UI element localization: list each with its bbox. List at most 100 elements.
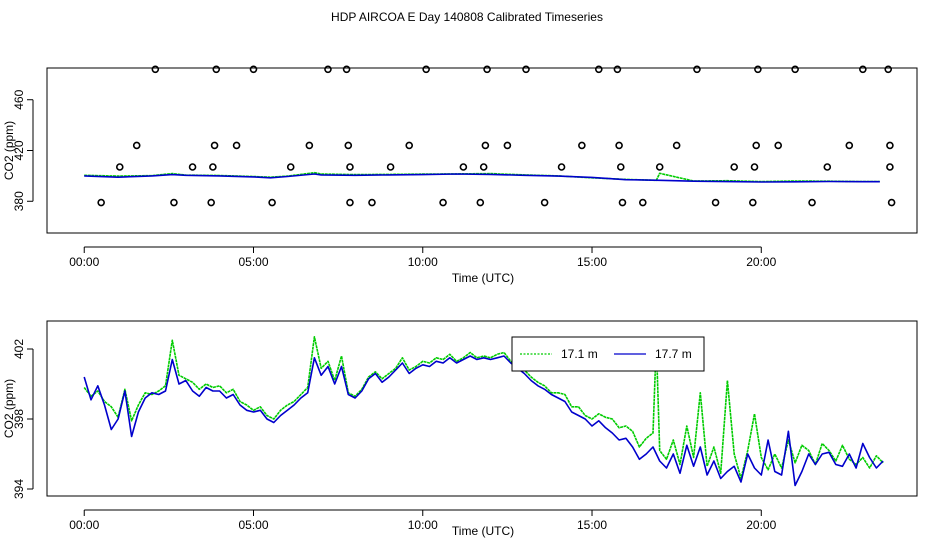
data-marker [774,141,783,150]
panel-top-series [84,171,880,183]
data-marker [97,198,105,207]
data-marker [886,141,894,150]
data-marker [479,163,488,171]
legend-box [511,336,705,372]
panel-bottom-y-axis: 394 398 402 [12,339,34,499]
data-marker [808,198,816,207]
y-tick-label: 394 [12,479,26,499]
data-marker [346,163,354,171]
y-tick-label: 402 [12,339,26,359]
data-marker [476,198,485,207]
data-marker [286,163,295,171]
panel-top-x-label: Time (UTC) [452,271,514,285]
x-tick-label: 20:00 [746,255,776,269]
data-marker [859,65,867,74]
legend-label-green: 17.1 m [561,347,598,361]
data-marker [268,198,276,207]
x-tick-label: 00:00 [69,518,99,532]
x-tick-label: 15:00 [577,255,607,269]
x-tick-label: 20:00 [746,518,776,532]
data-marker [616,163,625,171]
data-marker [884,65,893,74]
data-marker [594,65,603,74]
data-marker [483,65,491,74]
data-marker [791,65,799,74]
x-tick-label: 05:00 [238,255,268,269]
data-marker [324,65,332,74]
data-marker [522,65,530,74]
data-marker [188,163,197,171]
series-line-green [83,335,884,480]
data-marker [207,198,215,207]
series-line-blue [84,173,880,183]
data-marker [132,141,141,150]
x-tick-label: 15:00 [577,518,607,532]
x-tick-label: 10:00 [408,255,438,269]
data-marker [346,198,354,207]
data-marker [459,163,468,171]
data-marker [615,141,623,150]
data-marker [170,198,178,207]
x-tick-label: 00:00 [69,255,99,269]
figure-title: HDP AIRCOA E Day 140808 Calibrated Times… [331,10,603,24]
legend-label-blue: 17.7 m [655,347,692,361]
data-marker [305,141,314,150]
data-marker [749,198,757,207]
data-marker [730,163,738,171]
data-marker [249,65,258,74]
legend: 17.1 m 17.7 m [511,336,705,372]
data-marker [618,198,627,207]
data-marker [386,163,395,171]
data-marker [342,65,351,74]
data-marker [711,198,720,207]
data-marker [672,141,681,150]
panel-bottom: 00:00 05:00 10:00 15:00 20:00 394 398 402 Time… [2,320,918,538]
y-tick-label: 460 [12,89,26,109]
panel-top-y-axis: 380 420 460 [12,89,34,211]
data-marker [115,163,124,171]
panel-top-frame [46,67,918,234]
data-marker [481,141,490,150]
data-marker [752,141,761,150]
data-marker [886,163,894,171]
y-tick-label: 398 [12,409,26,429]
data-marker [750,163,759,171]
panel-bottom-x-axis: 00:00 05:00 10:00 15:00 20:00 [69,509,777,532]
panel-bottom-series [83,335,884,487]
data-marker [887,198,896,207]
panel-bottom-y-label: CO2 (ppm) [2,379,16,438]
data-marker [754,65,762,74]
data-marker [209,163,217,171]
y-tick-label: 420 [12,140,26,160]
panel-bottom-frame [46,320,918,497]
data-marker [422,65,430,74]
data-marker [151,65,160,74]
data-marker [638,198,647,207]
x-tick-label: 10:00 [408,518,438,532]
panel-top: 00:00 05:00 10:00 15:00 20:00 380 420 460 Time… [2,65,918,285]
data-marker [845,141,854,150]
panel-top-x-axis: 00:00 05:00 10:00 15:00 20:00 [69,246,777,269]
panel-bottom-x-label: Time (UTC) [452,524,514,538]
x-tick-label: 05:00 [238,518,268,532]
data-marker [693,65,701,74]
panel-top-markers [97,65,896,207]
data-marker [212,65,221,74]
data-marker [210,141,219,150]
data-marker [578,141,586,150]
data-marker [613,65,622,74]
data-marker [557,163,566,171]
data-marker [439,198,447,207]
data-marker [344,141,353,150]
panel-top-y-label: CO2 (ppm) [2,121,16,180]
data-marker [405,141,414,150]
data-marker [232,141,241,150]
data-marker [503,141,512,150]
series-line-blue [83,355,884,487]
y-tick-label: 380 [12,191,26,211]
data-marker [368,198,376,207]
data-marker [655,163,664,171]
data-marker [540,198,549,207]
data-marker [823,163,832,171]
